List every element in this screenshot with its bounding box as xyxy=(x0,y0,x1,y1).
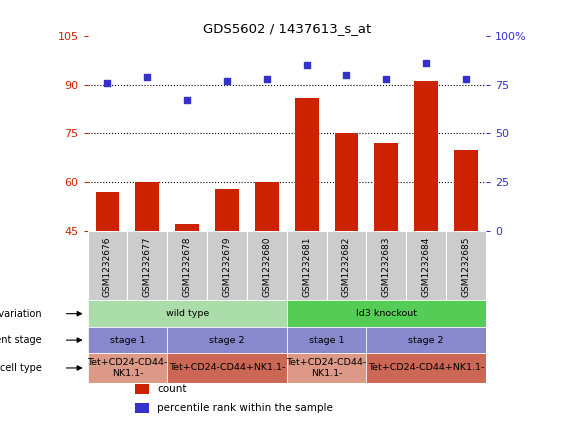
Bar xyxy=(446,231,486,300)
Text: GSM1232681: GSM1232681 xyxy=(302,236,311,297)
Bar xyxy=(287,231,327,300)
Bar xyxy=(375,143,398,231)
Bar xyxy=(367,353,486,382)
Text: GSM1232684: GSM1232684 xyxy=(421,236,431,297)
Bar xyxy=(175,224,199,231)
Text: stage 2: stage 2 xyxy=(408,335,444,345)
Text: GSM1232679: GSM1232679 xyxy=(223,236,232,297)
Title: GDS5602 / 1437613_s_at: GDS5602 / 1437613_s_at xyxy=(203,22,371,35)
Bar xyxy=(136,384,149,394)
Text: cell type: cell type xyxy=(0,363,42,373)
Point xyxy=(182,97,192,104)
Bar xyxy=(327,231,367,300)
Bar xyxy=(255,182,279,231)
Text: GSM1232685: GSM1232685 xyxy=(462,236,471,297)
Text: count: count xyxy=(157,384,187,394)
Text: GSM1232676: GSM1232676 xyxy=(103,236,112,297)
Bar xyxy=(287,300,486,327)
Bar xyxy=(128,231,167,300)
Point xyxy=(143,74,152,80)
Point xyxy=(223,77,232,84)
Text: Tet+CD24-CD44+NK1.1-: Tet+CD24-CD44+NK1.1- xyxy=(368,363,484,373)
Bar xyxy=(207,231,247,300)
Bar xyxy=(295,98,319,231)
Text: Id3 knockout: Id3 knockout xyxy=(356,309,417,318)
Bar xyxy=(167,353,287,382)
Point xyxy=(262,75,271,82)
Text: GSM1232677: GSM1232677 xyxy=(143,236,152,297)
Text: stage 1: stage 1 xyxy=(110,335,145,345)
Bar xyxy=(167,327,287,353)
Bar xyxy=(414,82,438,231)
Bar xyxy=(136,403,149,413)
Point xyxy=(382,75,391,82)
Point xyxy=(342,71,351,78)
Text: Tet+CD24-CD44-
NK1.1-: Tet+CD24-CD44- NK1.1- xyxy=(87,358,168,378)
Bar xyxy=(88,327,167,353)
Bar xyxy=(95,192,119,231)
Text: percentile rank within the sample: percentile rank within the sample xyxy=(157,403,333,413)
Text: Tet+CD24-CD44+NK1.1-: Tet+CD24-CD44+NK1.1- xyxy=(169,363,285,373)
Bar xyxy=(406,231,446,300)
Text: GSM1232683: GSM1232683 xyxy=(382,236,391,297)
Bar xyxy=(287,353,367,382)
Bar xyxy=(454,150,478,231)
Bar xyxy=(247,231,287,300)
Bar xyxy=(88,231,128,300)
Text: Tet+CD24-CD44-
NK1.1-: Tet+CD24-CD44- NK1.1- xyxy=(286,358,367,378)
Bar xyxy=(88,300,287,327)
Point xyxy=(462,75,471,82)
Text: stage 2: stage 2 xyxy=(209,335,245,345)
Text: GSM1232682: GSM1232682 xyxy=(342,236,351,297)
Text: genotype/variation: genotype/variation xyxy=(0,309,42,319)
Bar xyxy=(215,189,239,231)
Text: development stage: development stage xyxy=(0,335,42,345)
Bar xyxy=(367,231,406,300)
Point xyxy=(103,80,112,86)
Bar xyxy=(367,327,486,353)
Point xyxy=(421,60,431,67)
Text: wild type: wild type xyxy=(166,309,209,318)
Text: GSM1232680: GSM1232680 xyxy=(262,236,271,297)
Point xyxy=(302,62,311,69)
Bar xyxy=(287,327,367,353)
Bar xyxy=(167,231,207,300)
Bar xyxy=(88,353,167,382)
Text: GSM1232678: GSM1232678 xyxy=(182,236,192,297)
Text: stage 1: stage 1 xyxy=(309,335,344,345)
Bar xyxy=(136,182,159,231)
Bar xyxy=(334,133,358,231)
